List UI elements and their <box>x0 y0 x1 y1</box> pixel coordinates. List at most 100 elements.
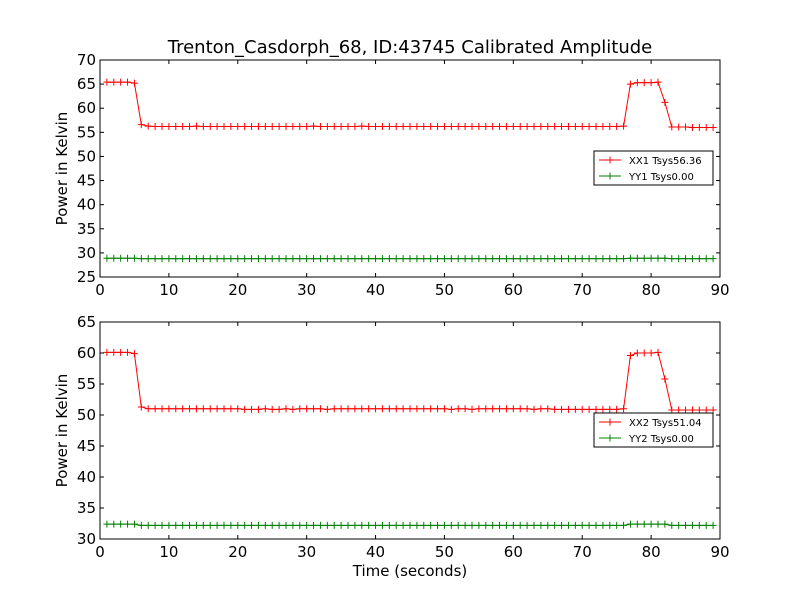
data-point <box>151 255 159 263</box>
data-point <box>158 123 166 131</box>
data-point <box>688 521 696 529</box>
data-point <box>482 123 490 131</box>
data-point <box>668 521 676 529</box>
data-point <box>606 405 614 413</box>
y-tick-label: 35 <box>77 499 96 517</box>
data-point <box>592 405 600 413</box>
data-point <box>358 122 366 130</box>
data-point <box>282 123 290 131</box>
data-point <box>316 521 324 529</box>
data-point <box>537 405 545 413</box>
data-point <box>654 78 662 86</box>
x-tick-label: 30 <box>297 281 316 299</box>
data-point <box>330 123 338 131</box>
data-point <box>268 521 276 529</box>
data-point <box>440 405 448 413</box>
data-point <box>296 521 304 529</box>
data-point <box>434 405 442 413</box>
data-point <box>564 521 572 529</box>
data-point <box>626 351 634 359</box>
data-point <box>440 255 448 263</box>
data-point <box>213 521 221 529</box>
data-point <box>227 123 235 131</box>
data-point <box>551 405 559 413</box>
data-point <box>303 405 311 413</box>
data-point <box>254 405 262 413</box>
data-point <box>103 78 111 86</box>
legend-label: XX1 Tsys56.36 <box>629 156 702 167</box>
data-point <box>399 405 407 413</box>
data-point <box>571 521 579 529</box>
data-point <box>275 405 283 413</box>
data-point <box>461 123 469 131</box>
data-point <box>578 405 586 413</box>
data-point <box>296 123 304 131</box>
data-point <box>599 521 607 529</box>
data-point <box>661 98 669 106</box>
data-point <box>192 405 200 413</box>
data-point <box>509 255 517 263</box>
data-point <box>234 405 242 413</box>
data-point <box>599 255 607 263</box>
legend-entry: XX1 Tsys56.36 <box>599 156 702 167</box>
data-point <box>461 255 469 263</box>
data-point <box>420 405 428 413</box>
x-tick-label: 20 <box>228 543 247 561</box>
data-point <box>378 123 386 131</box>
data-point <box>406 123 414 131</box>
data-point <box>296 255 304 263</box>
data-point <box>206 405 214 413</box>
x-tick-label: 40 <box>366 281 385 299</box>
data-point <box>468 405 476 413</box>
data-point <box>675 406 683 414</box>
data-point <box>213 123 221 131</box>
data-point <box>709 521 717 529</box>
data-point <box>413 405 421 413</box>
legend-label: YY2 Tsys0.00 <box>628 434 694 445</box>
y-tick-label: 70 <box>77 51 96 69</box>
data-point <box>440 123 448 131</box>
data-point <box>564 405 572 413</box>
axes-frame <box>99 321 721 540</box>
data-point <box>310 521 318 529</box>
data-point <box>626 80 634 88</box>
data-point <box>654 520 662 528</box>
data-point <box>323 255 331 263</box>
data-point <box>268 123 276 131</box>
data-point <box>489 255 497 263</box>
data-point <box>378 521 386 529</box>
data-point <box>365 123 373 131</box>
data-point <box>530 521 538 529</box>
data-point <box>413 255 421 263</box>
data-point <box>289 123 297 131</box>
data-point <box>124 520 132 528</box>
data-point <box>578 255 586 263</box>
data-point <box>640 520 648 528</box>
data-point <box>675 123 683 131</box>
data-point <box>337 521 345 529</box>
data-point <box>337 405 345 413</box>
data-point <box>268 405 276 413</box>
data-point <box>234 123 242 131</box>
data-point <box>144 255 152 263</box>
data-point <box>137 255 145 263</box>
x-tick-label: 50 <box>435 543 454 561</box>
data-point <box>165 521 173 529</box>
data-point <box>502 521 510 529</box>
data-point <box>179 405 187 413</box>
data-point <box>199 521 207 529</box>
data-point <box>482 255 490 263</box>
data-point <box>668 406 676 414</box>
data-point <box>358 255 366 263</box>
data-point <box>199 123 207 131</box>
y-tick-label: 35 <box>77 220 96 238</box>
y-tick-label: 30 <box>77 530 96 548</box>
y-tick-label: 55 <box>77 375 96 393</box>
y-tick-label: 30 <box>77 244 96 262</box>
data-point <box>351 405 359 413</box>
data-point <box>372 123 380 131</box>
data-point <box>227 521 235 529</box>
data-point <box>385 521 393 529</box>
data-point <box>413 123 421 131</box>
